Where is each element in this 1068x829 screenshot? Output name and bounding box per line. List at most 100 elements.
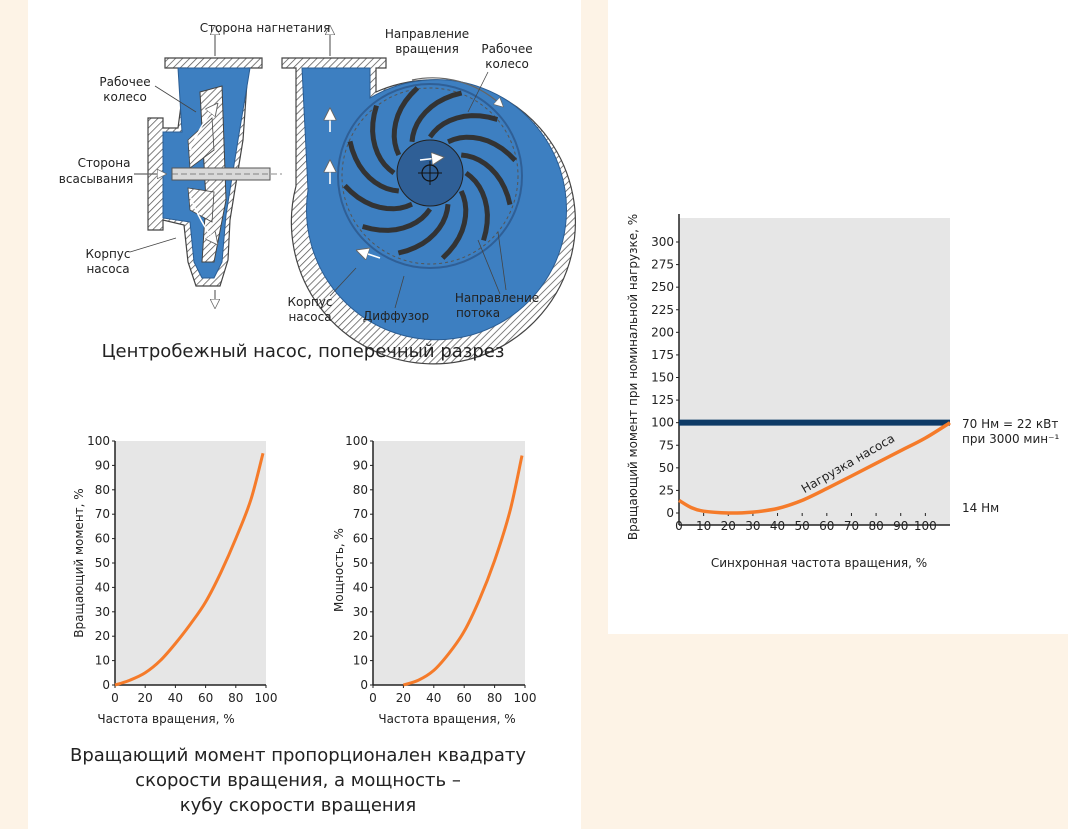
label-flow-2: потока (456, 306, 500, 320)
y-tick-label: 60 (353, 532, 368, 546)
x-tick-label: 50 (795, 519, 810, 533)
impeller-blade (397, 203, 451, 256)
pump-side-section (129, 30, 282, 304)
y-label-torque: Вращающий момент, % (72, 488, 86, 637)
y-tick-label: 0 (102, 678, 110, 692)
y-tick-label: 150 (651, 371, 674, 385)
y-tick-label: 20 (95, 629, 110, 643)
label-impeller-left-2: колесо (103, 90, 147, 104)
y-tick-label: 275 (651, 258, 674, 272)
chart-power: 0 10 20 30 40 50 60 70 80 90 100 0 20 40 60 80 100 Часто… (332, 434, 536, 726)
y-tick-label: 90 (353, 458, 368, 472)
x-tick-label: 100 (514, 691, 537, 705)
y-tick-label: 70 (95, 507, 110, 521)
impeller-blade (464, 171, 490, 242)
x-tick-label: 90 (893, 519, 908, 533)
x-tick-label: 60 (457, 691, 472, 705)
y-tick-label: 0 (360, 678, 368, 692)
annotation-top-2: при 3000 мин⁻¹ (962, 432, 1059, 446)
label-diffuser: Диффузор (363, 309, 429, 323)
label-flow-1: Направление (455, 291, 539, 305)
x-tick-label: 30 (745, 519, 760, 533)
label-casing-right-2: насоса (288, 310, 331, 324)
bottom-caption-line2: скорости вращения, а мощность – (135, 770, 461, 791)
impeller-blade (343, 183, 413, 212)
x-tick-label: 20 (138, 691, 153, 705)
annotation-top-1: 70 Нм = 22 кВт (962, 417, 1058, 431)
y-tick-label: 40 (353, 580, 368, 594)
y-label-power: Мощность, % (332, 528, 346, 612)
diagram-caption: Центробежный насос, поперечный разрез (102, 341, 505, 362)
y-tick-label: 125 (651, 393, 674, 407)
x-tick-label: 20 (396, 691, 411, 705)
impeller-blade (460, 152, 513, 206)
x-tick-label: 40 (168, 691, 183, 705)
y-tick-label: 50 (353, 556, 368, 570)
bottom-caption-line3: кубу скорости вращения (180, 795, 416, 816)
x-tick-label: 40 (770, 519, 785, 533)
y-tick-label: 25 (659, 483, 674, 497)
y-tick-label: 10 (95, 654, 110, 668)
impeller-blade (447, 134, 517, 163)
impeller-blade (370, 104, 396, 175)
impeller-blade (361, 207, 432, 233)
label-casing-left-2: насоса (86, 262, 129, 276)
x-tick-label: 80 (228, 691, 243, 705)
y-tick-label: 30 (95, 605, 110, 619)
y-tick-label: 225 (651, 303, 674, 317)
y-tick-label: 90 (95, 458, 110, 472)
y-tick-label: 100 (345, 434, 368, 448)
y-tick-label: 250 (651, 280, 674, 294)
power-curve (402, 455, 524, 687)
x-tick-label: 0 (369, 691, 377, 705)
y-tick-label: 100 (651, 416, 674, 430)
plot-area-power (373, 441, 525, 685)
chart-torque: 0 10 20 30 40 50 60 70 80 90 100 0 20 40 60 80 100 Часто… (72, 434, 277, 726)
label-impeller-left-1: Рабочее (99, 75, 150, 89)
plot-area-pump-load (679, 218, 950, 525)
x-tick-label: 60 (198, 691, 213, 705)
label-casing-right-1: Корпус (287, 295, 332, 309)
y-tick-label: 200 (651, 325, 674, 339)
y-tick-label: 10 (353, 654, 368, 668)
y-tick-label: 75 (659, 438, 674, 452)
label-impeller-right-2: колесо (485, 57, 529, 71)
x-label-pump-load: Синхронная частота вращения, % (711, 556, 927, 570)
annotation-bottom: 14 Нм (962, 501, 999, 515)
label-suction-1: Сторона (78, 156, 131, 170)
x-label-power: Частота вращения, % (378, 712, 515, 726)
y-tick-label: 100 (87, 434, 110, 448)
y-tick-label: 40 (95, 580, 110, 594)
impeller-blade (440, 190, 469, 260)
y-tick-label: 300 (651, 235, 674, 249)
impeller-blade (347, 140, 400, 194)
x-label-torque: Частота вращения, % (97, 712, 234, 726)
x-tick-label: 10 (696, 519, 711, 533)
y-tick-label: 30 (353, 605, 368, 619)
label-suction-2: всасывания (59, 172, 133, 186)
y-tick-label: 80 (353, 483, 368, 497)
pump-load-curve (678, 421, 951, 515)
y-tick-label: 0 (666, 506, 674, 520)
y-tick-label: 60 (95, 532, 110, 546)
x-tick-label: 80 (868, 519, 883, 533)
x-tick-label: 100 (255, 691, 278, 705)
x-tick-label: 0 (675, 519, 683, 533)
impeller-blade (428, 113, 499, 139)
x-tick-label: 70 (844, 519, 859, 533)
y-tick-label: 20 (353, 629, 368, 643)
y-tick-label: 80 (95, 483, 110, 497)
x-tick-label: 0 (111, 691, 119, 705)
x-tick-label: 80 (487, 691, 502, 705)
torque-curve (114, 452, 265, 687)
y-tick-label: 175 (651, 348, 674, 362)
x-tick-label: 40 (426, 691, 441, 705)
y-tick-label: 70 (353, 507, 368, 521)
impeller-blade (409, 90, 463, 143)
x-tick-label: 60 (819, 519, 834, 533)
x-tick-label: 20 (721, 519, 736, 533)
y-tick-label: 50 (95, 556, 110, 570)
label-discharge: Сторона нагнетания (200, 21, 331, 35)
impeller-blades (343, 86, 517, 260)
